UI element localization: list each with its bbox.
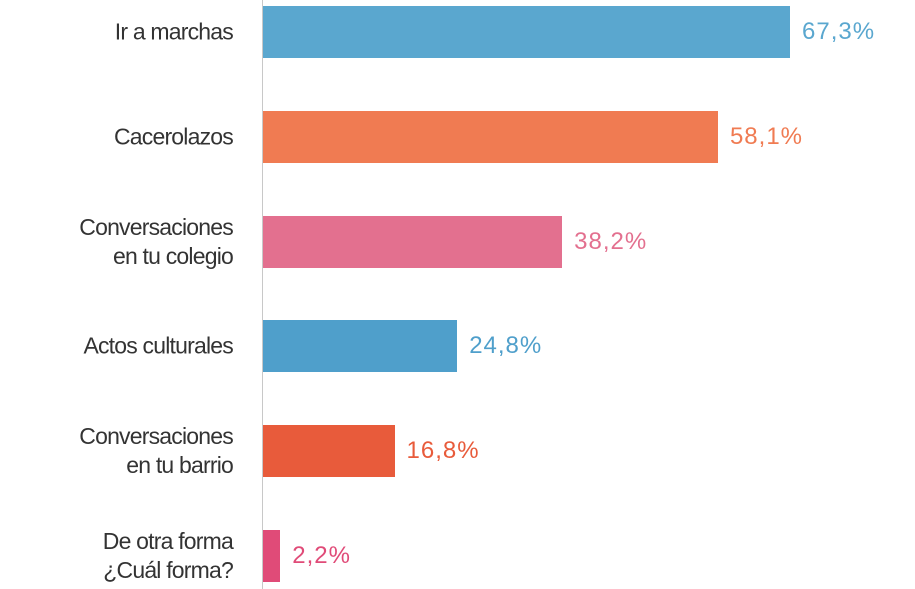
value-label: 38,2% xyxy=(574,227,648,255)
bar xyxy=(263,320,458,373)
category-label: Conversaciones en tu barrio xyxy=(79,423,234,479)
bar xyxy=(263,530,281,582)
bar xyxy=(263,6,790,58)
value-label: 2,2% xyxy=(292,542,351,569)
value-label: 24,8% xyxy=(469,332,543,360)
category-label: De otra forma ¿Cuál forma? xyxy=(102,528,234,583)
bar xyxy=(263,425,395,478)
bar xyxy=(263,215,563,268)
axis-line xyxy=(262,0,263,589)
category-label: Ir a marchas xyxy=(114,18,234,45)
category-label: Conversaciones en tu colegio xyxy=(79,213,234,269)
category-label: Cacerolazos xyxy=(113,123,234,150)
category-label: Actos culturales xyxy=(83,332,233,359)
value-label: 16,8% xyxy=(406,437,480,465)
value-label: 67,3% xyxy=(802,18,876,45)
bar xyxy=(263,110,718,163)
value-label: 58,1% xyxy=(729,122,804,150)
